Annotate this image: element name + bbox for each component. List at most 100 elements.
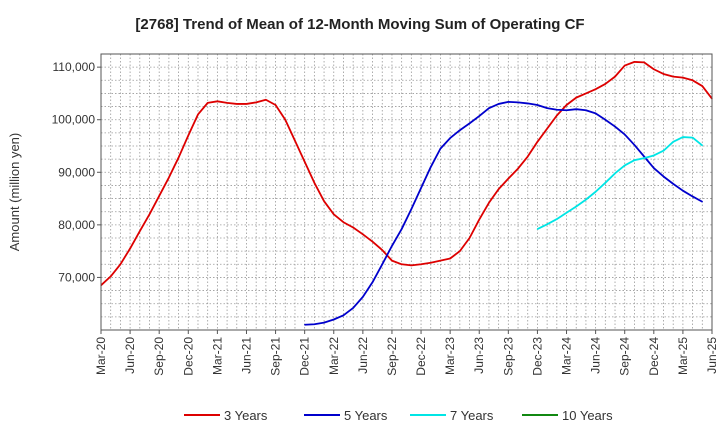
x-tick-label: Dec-21 [298,337,312,376]
data-point [148,213,151,215]
data-point [662,73,665,75]
data-point [323,200,325,202]
data-point [255,101,257,103]
data-point [517,168,519,170]
x-tick-label: Sep-20 [152,337,166,376]
x-ticks: Mar-20 Jun-20 Sep-20 Dec-20 Mar-21 Jun-21 Sep-… [94,330,719,376]
x-tick-label: Mar-22 [327,337,341,375]
data-point [585,199,587,201]
y-ticks: 70,000 80,000 90,000 100,000 110,000 [52,60,101,284]
data-point [546,128,548,130]
data-point [546,223,548,225]
data-point [381,249,383,251]
data-point [653,154,655,157]
series-3-years [100,60,713,286]
data-point [226,102,228,104]
data-point [653,167,655,169]
data-point [401,263,403,265]
data-point [430,262,432,264]
data-point [333,213,335,215]
data-point [313,323,315,325]
data-point [682,190,684,192]
data-point [245,103,248,105]
data-point [682,77,684,79]
series-line-5-years [304,100,703,326]
data-point [643,155,645,158]
data-point [207,102,209,104]
data-point [692,136,694,139]
data-point [177,156,180,159]
data-point [129,247,131,250]
data-point [624,133,626,136]
legend-label-3-years: 3 Years [224,408,268,423]
data-point [313,182,315,184]
x-tick-label: Jun-21 [239,337,253,374]
chart-title: [2768] Trend of Mean of 12-Month Moving … [135,16,584,33]
data-point [498,103,500,105]
data-point [614,125,616,128]
x-tick-label: Jun-23 [472,337,486,374]
data-point [624,164,626,167]
data-point [304,324,306,326]
y-tick-label: 110,000 [53,60,96,74]
data-point [565,109,568,111]
data-point [391,245,393,247]
data-point [352,307,354,309]
data-point [633,159,636,161]
data-point [265,99,267,101]
data-point [624,64,626,67]
data-point [304,161,306,163]
data-point [439,148,442,150]
x-tick-label: Dec-24 [647,337,661,376]
data-point [604,119,606,121]
data-point [643,61,645,64]
x-tick-label: Dec-23 [530,337,544,376]
y-tick-label: 80,000 [58,218,95,232]
data-point [478,219,480,221]
data-point [284,119,286,121]
data-point [488,202,490,204]
data-point [139,230,141,232]
data-point [274,104,277,106]
data-point [342,221,345,223]
data-point [410,264,412,266]
data-point [391,260,393,262]
data-point [595,88,597,90]
data-point [556,114,558,117]
x-tick-label: Sep-22 [385,337,399,376]
data-point [362,233,364,235]
data-point [604,83,606,85]
data-point [662,175,665,178]
data-point [585,92,587,95]
x-tick-label: Dec-22 [414,337,428,376]
x-tick-label: Jun-20 [123,337,137,374]
data-point [498,188,500,190]
data-point [430,166,432,168]
data-point [565,212,568,214]
data-point [507,101,509,103]
data-point [643,157,645,159]
x-tick-label: Sep-23 [501,337,515,376]
legend-label-5-years: 5 Years [344,408,388,423]
data-point [468,122,471,124]
x-tick-label: Jun-24 [589,337,603,374]
data-point [595,112,597,115]
legend-label-7-years: 7 Years [450,408,494,423]
data-point [236,103,238,105]
data-point [468,237,471,239]
data-point [119,263,121,265]
data-point [672,76,674,78]
data-point [682,136,684,138]
data-point [575,97,577,99]
data-point [352,226,354,229]
data-point [158,195,160,197]
data-point [701,201,703,203]
data-point [701,85,703,87]
data-point [692,195,694,198]
data-point [556,218,558,220]
data-point [546,107,548,109]
data-point [614,76,616,78]
data-point [565,104,568,106]
data-point [420,263,422,265]
